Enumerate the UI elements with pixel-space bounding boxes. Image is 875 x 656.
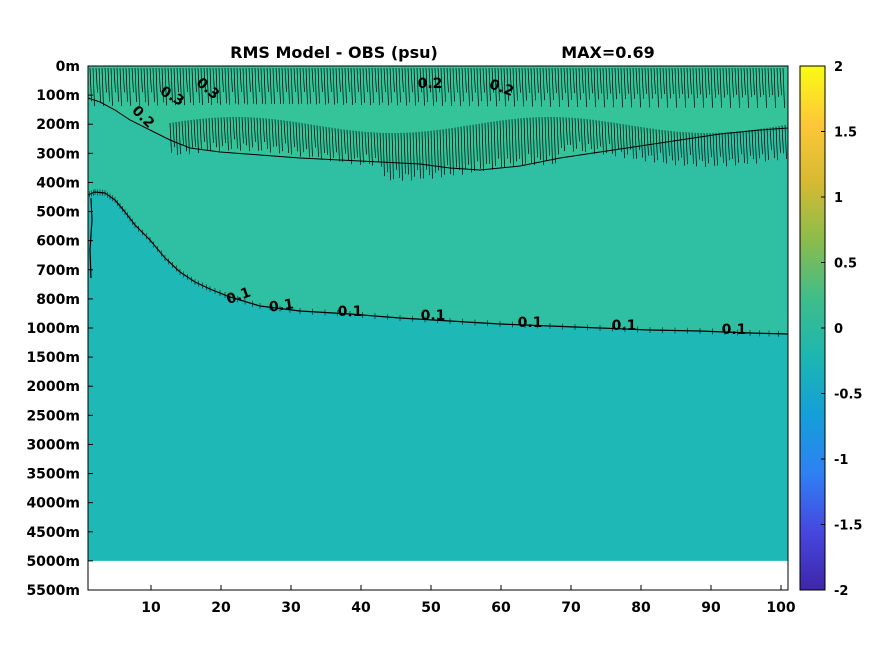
y-tick-label: 2000m [26,379,80,395]
colorbar-tick-label: 1.5 [834,126,857,141]
x-tick-label: 100 [766,600,795,616]
x-tick-label: 10 [141,600,161,616]
y-tick-label: 0m [56,59,80,75]
contour-label: 0.1 [224,284,253,308]
colorbar-tick-label: 1 [834,191,843,206]
contour-line [89,197,93,279]
y-tick-label: 600m [36,234,80,250]
x-axis: 10 20 30 40 50 60 70 80 90 100 [141,585,796,616]
contour-line [87,97,789,171]
colorbar-tick-label: -0.5 [834,388,862,403]
y-tick-label: 5500m [26,583,80,599]
colorbar-tick-label: 0.5 [834,257,857,272]
y-tick-label: 700m [36,263,80,279]
colorbar-tick-label: -1.5 [834,519,862,534]
y-tick-label: 400m [36,175,80,191]
y-tick-label: 5000m [26,554,80,570]
colorbar: 2 1.5 1 0.5 0 -0.5 -1 -1.5 -2 [799,60,862,599]
contour-label: 0.1 [722,322,747,338]
x-tick-label: 20 [211,600,231,616]
y-tick-label: 300m [36,146,80,162]
contour-label: 0.1 [612,318,637,334]
y-tick-label: 2500m [26,408,80,424]
y-tick-label: 1500m [26,350,80,366]
y-tick-label: 500m [36,205,80,221]
chart-title: RMS Model - OBS (psu) [230,43,438,62]
contour-label: 0.1 [518,315,543,331]
contour-label: 0.1 [268,296,295,315]
contour-line [89,67,785,108]
contour-label: 0.2 [418,76,443,92]
y-tick-label: 800m [36,292,80,308]
contour-line [169,116,787,181]
y-tick-label: 1000m [26,321,80,337]
x-tick-label: 60 [491,600,511,616]
y-axis: 0m 100m 200m 300m 400m 500m 600m 700m 800m 1000m 1… [26,59,93,599]
colorbar-gradient [799,65,826,591]
colorbar-tick-label: -1 [834,453,848,468]
y-tick-label: 4500m [26,525,80,541]
colorbar-tick-label: -2 [834,584,848,599]
contour-lines: 0.1 0.1 0.1 0.1 0.1 0.10.10.20.2 0.20.3 0.3 [87,67,789,338]
region-middle [88,98,788,334]
x-tick-label: 30 [281,600,301,616]
y-tick-label: 100m [36,88,80,104]
colorbar-tick-label: 2 [834,60,843,75]
y-tick-label: 3000m [26,437,80,453]
contour-label: 0.2 [487,76,516,100]
y-tick-label: 4000m [26,496,80,512]
x-tick-label: 90 [701,600,721,616]
x-tick-label: 50 [421,600,441,616]
x-tick-label: 80 [631,600,651,616]
y-tick-label: 200m [36,117,80,133]
x-tick-label: 70 [561,600,581,616]
max-annotation: MAX=0.69 [561,43,655,62]
y-tick-label: 3500m [26,467,80,483]
x-tick-label: 40 [351,600,371,616]
plot-area [88,66,788,590]
contour-label: 0.1 [338,304,363,320]
colorbar-tick-label: 0 [834,322,843,337]
contour-label: 0.1 [421,308,446,324]
